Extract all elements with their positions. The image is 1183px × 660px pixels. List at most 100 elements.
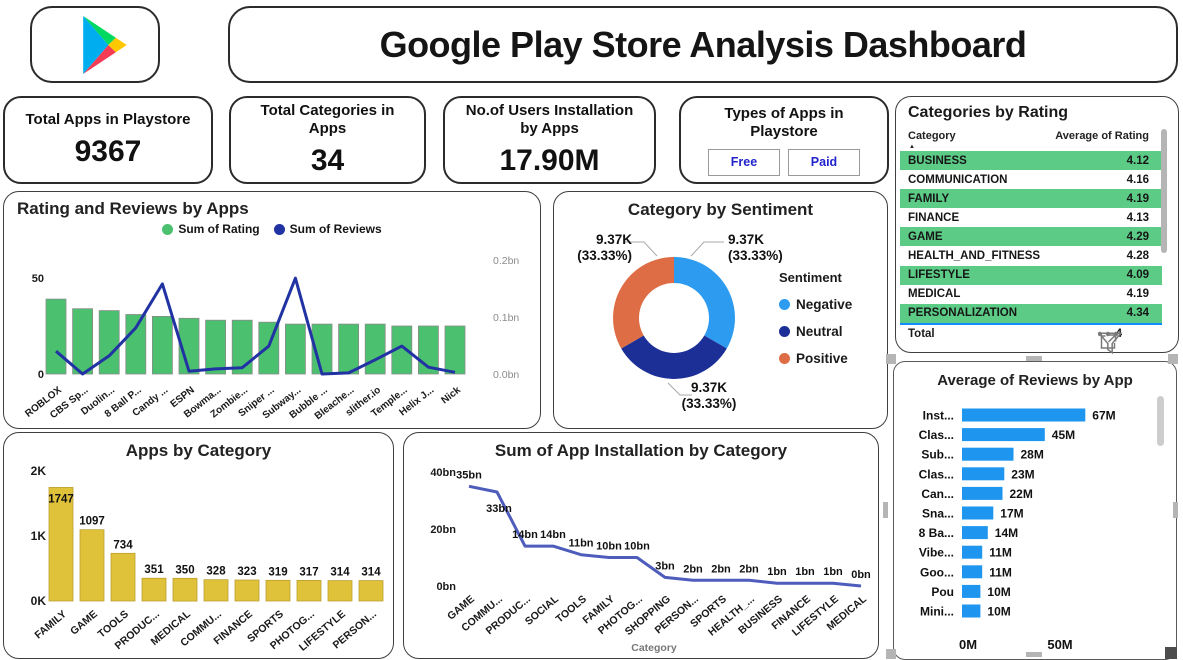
rating-bar[interactable]: [338, 323, 360, 375]
legend-item-negative[interactable]: Negative: [779, 297, 852, 312]
table-title: Categories by Rating: [908, 104, 1069, 121]
reviews-bar[interactable]: [962, 565, 983, 579]
rating-bar[interactable]: [364, 323, 386, 375]
table-row[interactable]: BUSINESS 4.12: [900, 151, 1162, 171]
reviews-bar[interactable]: [962, 584, 981, 598]
resize-handle-top-right[interactable]: [1168, 354, 1178, 364]
reviews-bar[interactable]: [962, 408, 1086, 422]
table-cell-category: FAMILY: [908, 192, 950, 205]
reviews-bar[interactable]: [962, 604, 981, 618]
table-scrollbar[interactable]: [1161, 129, 1167, 253]
paid-filter-button[interactable]: Paid: [788, 148, 860, 176]
donut-slice-positive[interactable]: [613, 257, 674, 349]
legend-label: Sum of Rating: [178, 222, 260, 236]
resize-handle-bottom[interactable]: [1026, 652, 1042, 657]
column-header-rating[interactable]: Average of Rating: [1055, 130, 1149, 142]
table-row[interactable]: MEDICAL 4.19: [900, 285, 1162, 304]
donut-slice-neutral[interactable]: [621, 335, 727, 379]
rating-bar[interactable]: [151, 316, 173, 375]
reviews-bar[interactable]: [962, 428, 1045, 442]
category-bar[interactable]: [79, 529, 105, 602]
category-bar[interactable]: [234, 579, 260, 602]
category-bar[interactable]: [172, 577, 198, 602]
bar-value-label: 734: [113, 539, 133, 551]
reviews-bar[interactable]: [962, 447, 1014, 461]
rating-bar[interactable]: [231, 319, 253, 375]
category-bar[interactable]: [358, 580, 384, 602]
y-axis-tick: 2K: [31, 464, 47, 478]
category-bar[interactable]: [327, 580, 353, 602]
table-row[interactable]: LIFESTYLE 4.09: [900, 265, 1162, 285]
resize-handle-top-left[interactable]: [886, 354, 896, 364]
column-header-category[interactable]: Category: [908, 130, 956, 142]
free-filter-button[interactable]: Free: [708, 148, 780, 176]
resize-handle-top[interactable]: [1026, 356, 1042, 361]
chart-scrollbar[interactable]: [1157, 396, 1164, 446]
table-row[interactable]: HEALTH_AND_FITNESS 4.28: [900, 246, 1162, 265]
table-row[interactable]: PERSONALIZATION 4.34: [900, 303, 1162, 323]
legend-title: Sentiment: [779, 270, 842, 285]
legend-item-rating[interactable]: Sum of Rating: [162, 222, 260, 236]
rating-bar[interactable]: [125, 314, 147, 375]
rating-bar[interactable]: [72, 308, 93, 375]
legend-item-neutral[interactable]: Neutral: [779, 324, 852, 339]
apps-by-category-chart[interactable]: 1747 1097 734 351 350 328 323 319 317 314 314 2K 1K 0…: [4, 433, 392, 657]
reviews-line[interactable]: [55, 276, 456, 376]
chart-title: Sum of App Installation by Category: [494, 441, 788, 460]
category-bar[interactable]: [265, 579, 291, 602]
rating-bar[interactable]: [444, 325, 466, 375]
category-bar[interactable]: [296, 580, 322, 602]
bar-value-label: 314: [330, 567, 350, 579]
reviews-bar[interactable]: [962, 545, 983, 559]
page-title: Google Play Store Analysis Dashboard: [228, 6, 1178, 83]
rating-bar[interactable]: [45, 298, 67, 375]
category-bar[interactable]: [48, 487, 74, 602]
y-axis-tick: 0bn: [436, 581, 456, 593]
reviews-bar[interactable]: [962, 486, 1003, 500]
app-label: Clas...: [919, 428, 954, 442]
table-cell-rating: 4.28: [1126, 250, 1149, 263]
resize-handle-right[interactable]: [1173, 502, 1178, 518]
bar-value-label: 28M: [1021, 448, 1044, 462]
rating-bar[interactable]: [178, 317, 200, 375]
legend-item-reviews[interactable]: Sum of Reviews: [273, 222, 382, 236]
table-cell-rating: 4.13: [1126, 211, 1149, 224]
rating-bar[interactable]: [98, 310, 120, 375]
category-bar[interactable]: [110, 552, 136, 602]
installation-line[interactable]: [468, 484, 862, 588]
sentiment-panel: Category by Sentiment 9.37K (33.33%) 9.3…: [553, 191, 888, 429]
rating-bar[interactable]: [284, 323, 306, 375]
category-bar[interactable]: [203, 579, 229, 602]
resize-handle-left[interactable]: [883, 502, 888, 518]
bar-value-label: 22M: [1010, 487, 1033, 501]
app-label: Sna...: [922, 507, 954, 521]
reviews-bar[interactable]: [962, 506, 994, 520]
resize-handle-bottom-right[interactable]: [1165, 647, 1177, 659]
reviews-bar[interactable]: [962, 526, 988, 540]
bar-value-label: 319: [268, 566, 287, 578]
table-cell-rating: 4.34: [1126, 307, 1149, 320]
line-value-label: 2bn: [683, 563, 703, 575]
legend-item-positive[interactable]: Positive: [779, 351, 852, 366]
more-options-icon[interactable]: [1097, 330, 1119, 338]
callout-neutral: 9.37K (33.33%): [681, 380, 737, 411]
app-label: 8 Ba...: [919, 526, 954, 540]
chart-title: Apps by Category: [125, 441, 272, 460]
table-row[interactable]: FINANCE 4.13: [900, 208, 1162, 227]
line-value-label: 33bn: [486, 503, 512, 515]
table-row[interactable]: FAMILY 4.19: [900, 189, 1162, 209]
sentiment-donut-chart[interactable]: [554, 192, 886, 427]
reviews-bar[interactable]: [962, 467, 1005, 481]
resize-handle-bottom-left[interactable]: [886, 649, 896, 659]
rating-bar[interactable]: [205, 319, 227, 375]
table-row[interactable]: GAME 4.29: [900, 227, 1162, 247]
table-header[interactable]: Category Average of Rating: [908, 130, 1149, 142]
bar-value-label: 11M: [989, 546, 1012, 560]
avg-reviews-panel[interactable]: Average of Reviews by App Inst... 67M Clas…: [893, 361, 1177, 660]
donut-slice-negative[interactable]: [674, 257, 735, 349]
table-row[interactable]: COMMUNICATION 4.16: [900, 170, 1162, 189]
avg-reviews-chart[interactable]: Inst... 67M Clas... 45M Sub... 28M Clas... 23M C…: [894, 362, 1175, 658]
category-bar[interactable]: [141, 577, 167, 602]
